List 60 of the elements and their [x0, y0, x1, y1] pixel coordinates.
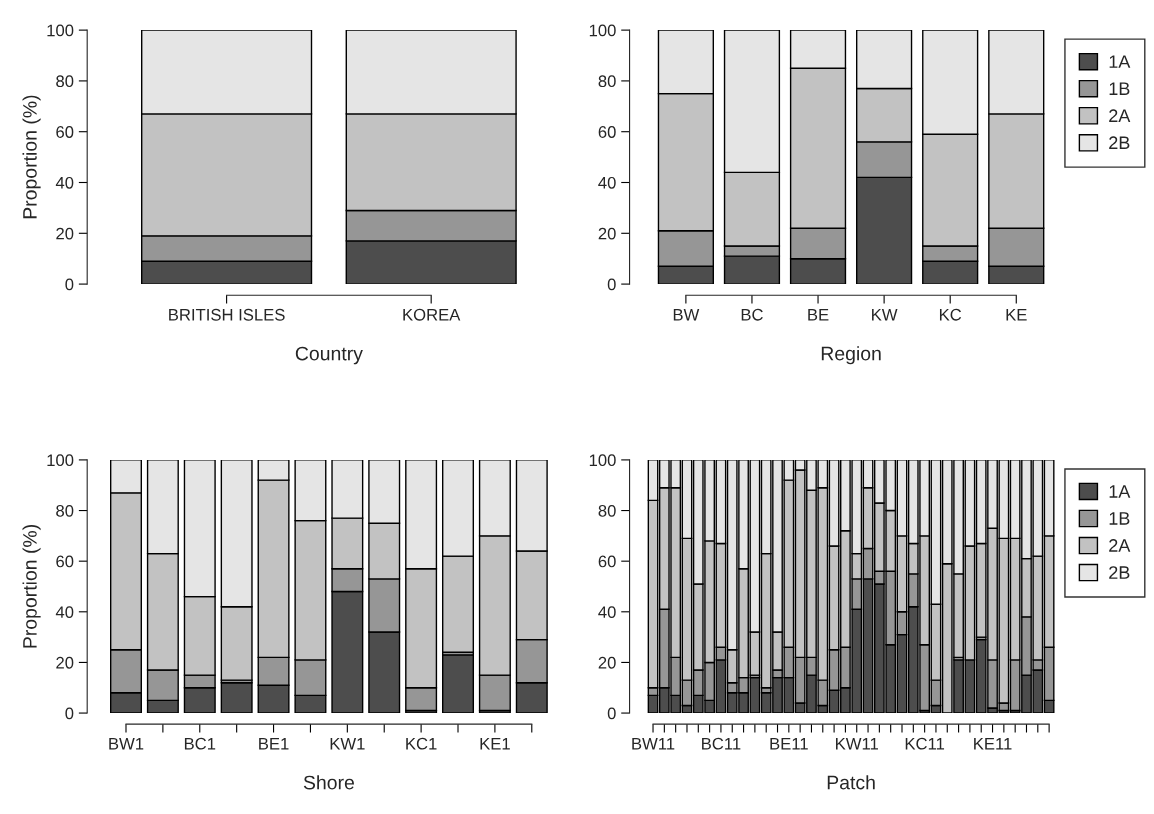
- y-tick-label: 80: [598, 504, 616, 517]
- y-axis-title: Proportion (%): [22, 95, 41, 219]
- y-tick-label: 20: [56, 656, 74, 669]
- y-tick-label: 0: [65, 278, 74, 291]
- x-tick-label: BC11: [702, 737, 741, 750]
- x-tick-label: BC1: [184, 737, 216, 750]
- y-tick-label: 40: [55, 176, 74, 189]
- y-tick-label: 60: [56, 126, 74, 138]
- x-axis-title: Region: [821, 346, 881, 365]
- y-tick-label: 100: [47, 454, 74, 467]
- x-tick-label: BC: [741, 308, 763, 321]
- legend-label: 1A: [1109, 485, 1131, 498]
- x-tick-label: KC11: [905, 737, 945, 750]
- y-tick-label: 20: [598, 227, 616, 240]
- y-tick-label: 20: [598, 656, 616, 669]
- legend-label: 2B: [1109, 136, 1130, 149]
- x-axis-title: Patch: [827, 775, 875, 790]
- legend-label: 1B: [1109, 512, 1130, 525]
- x-tick-label: BE11: [770, 737, 808, 750]
- x-axis-title: Shore: [303, 775, 354, 790]
- y-tick-label: 60: [598, 555, 616, 568]
- bar: [220, 681, 253, 714]
- x-tick-label: BE1: [259, 737, 289, 750]
- x-tick-label: BW: [673, 309, 700, 321]
- legend-label: 1A: [1109, 55, 1131, 68]
- y-tick-label: 0: [65, 707, 74, 720]
- legend-label: 1B: [1109, 82, 1130, 95]
- x-tick-label: BW1: [109, 737, 144, 750]
- y-axis-title: Proportion (%): [22, 525, 41, 648]
- legend-label: 2B: [1109, 566, 1130, 579]
- y-tick-label: 0: [607, 278, 616, 291]
- y-tick-label: 100: [589, 454, 616, 467]
- y-tick-label: 80: [598, 75, 616, 88]
- legend-label: 2A: [1109, 539, 1131, 552]
- y-tick-label: 60: [56, 555, 74, 568]
- x-tick-label: BE: [808, 309, 829, 321]
- x-tick-label: KC1: [406, 737, 437, 750]
- x-tick-label: KW1: [330, 737, 365, 750]
- y-tick-label: 40: [598, 176, 616, 189]
- x-tick-label: KC: [939, 308, 962, 321]
- legend-label: 2A: [1109, 109, 1131, 122]
- y-tick-label: 0: [607, 707, 616, 720]
- y-tick-label: 80: [56, 75, 74, 88]
- y-tick-label: 100: [47, 24, 74, 37]
- x-tick-label: KE: [1006, 309, 1027, 321]
- y-tick-label: 80: [56, 504, 74, 517]
- x-tick-label: KE1: [480, 737, 510, 750]
- x-tick-label: KW11: [836, 737, 878, 750]
- y-tick-label: 60: [598, 126, 616, 138]
- x-tick-label: KOREA: [403, 308, 461, 321]
- x-tick-label: KW: [872, 309, 898, 321]
- y-tick-label: 100: [589, 24, 616, 37]
- x-tick-label: BW11: [632, 737, 675, 750]
- y-tick-label: 20: [56, 227, 74, 240]
- bar: [442, 654, 475, 714]
- y-tick-label: 40: [598, 606, 616, 619]
- x-tick-label: BRITISH ISLES: [169, 308, 285, 321]
- y-tick-label: 40: [55, 606, 74, 619]
- x-tick-label: KE11: [974, 737, 1012, 750]
- x-axis-title: Country: [295, 346, 363, 365]
